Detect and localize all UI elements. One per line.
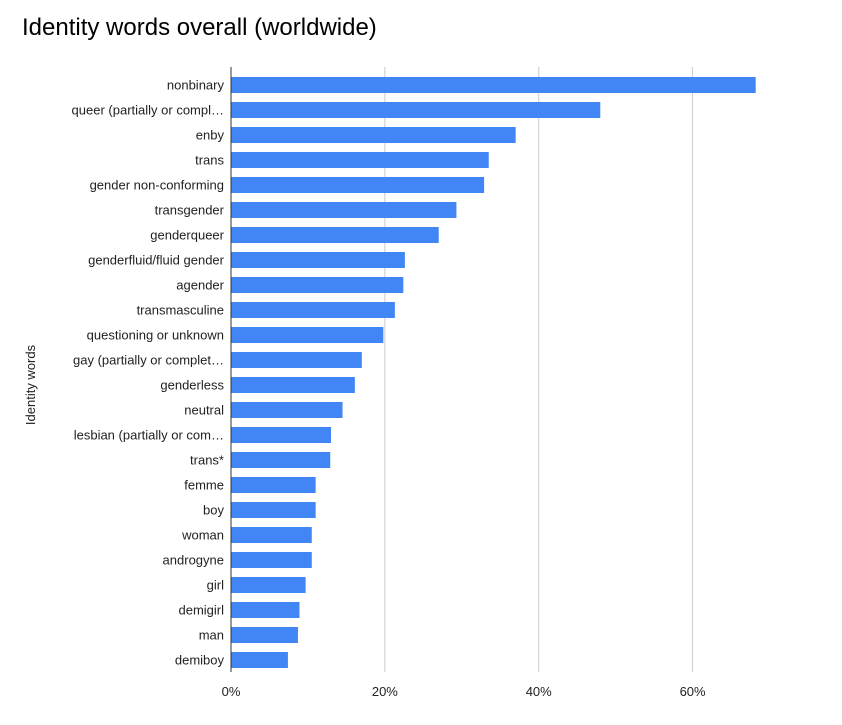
category-label: man <box>199 628 224 643</box>
bar <box>231 402 343 418</box>
bar <box>231 102 601 118</box>
chart-title: Identity words overall (worldwide) <box>22 14 377 41</box>
category-label: questioning or unknown <box>87 328 224 343</box>
category-label: lesbian (partially or com… <box>74 428 224 443</box>
bar <box>231 427 332 443</box>
x-tick-label: 0% <box>222 684 241 699</box>
x-tick-label: 20% <box>372 684 398 699</box>
bar <box>231 177 485 193</box>
bars <box>231 77 756 668</box>
bar <box>231 127 516 143</box>
category-label: boy <box>203 503 224 518</box>
bar <box>231 627 298 643</box>
bar <box>231 252 405 268</box>
y-axis-label: Identity words <box>23 344 38 425</box>
bar <box>231 202 457 218</box>
category-label: neutral <box>184 403 224 418</box>
category-label: girl <box>207 578 224 593</box>
bar <box>231 227 439 243</box>
category-label: transmasculine <box>137 303 224 318</box>
category-label: genderless <box>160 378 224 393</box>
category-labels: nonbinary queer (partially or compl… enby t… <box>72 78 225 668</box>
bar <box>231 352 362 368</box>
category-label: genderfluid/fluid gender <box>88 253 225 268</box>
bar <box>231 552 312 568</box>
category-label: transgender <box>155 203 225 218</box>
category-label: queer (partially or compl… <box>72 103 224 118</box>
category-label: gender non-conforming <box>90 178 224 193</box>
bar <box>231 527 312 543</box>
bar <box>231 77 756 93</box>
bar <box>231 477 316 493</box>
x-tick-label: 40% <box>526 684 552 699</box>
category-label: androgyne <box>163 553 224 568</box>
bar <box>231 327 384 343</box>
category-label: nonbinary <box>167 78 225 93</box>
bar <box>231 602 300 618</box>
category-label: genderqueer <box>150 228 224 243</box>
category-label: demigirl <box>178 603 224 618</box>
bar <box>231 577 306 593</box>
bar <box>231 302 395 318</box>
category-label: gay (partially or complet… <box>73 353 224 368</box>
bar <box>231 377 355 393</box>
x-tick-label: 60% <box>680 684 706 699</box>
category-label: trans* <box>190 453 224 468</box>
bar <box>231 152 489 168</box>
category-label: woman <box>181 528 224 543</box>
category-label: trans <box>195 153 224 168</box>
category-label: demiboy <box>175 653 225 668</box>
category-label: femme <box>184 478 224 493</box>
category-label: agender <box>176 278 224 293</box>
x-tick-labels: 0% 20% 40% 60% <box>222 684 706 699</box>
bar <box>231 502 316 518</box>
bar <box>231 652 288 668</box>
bar <box>231 452 331 468</box>
bar <box>231 277 404 293</box>
category-label: enby <box>196 128 225 143</box>
